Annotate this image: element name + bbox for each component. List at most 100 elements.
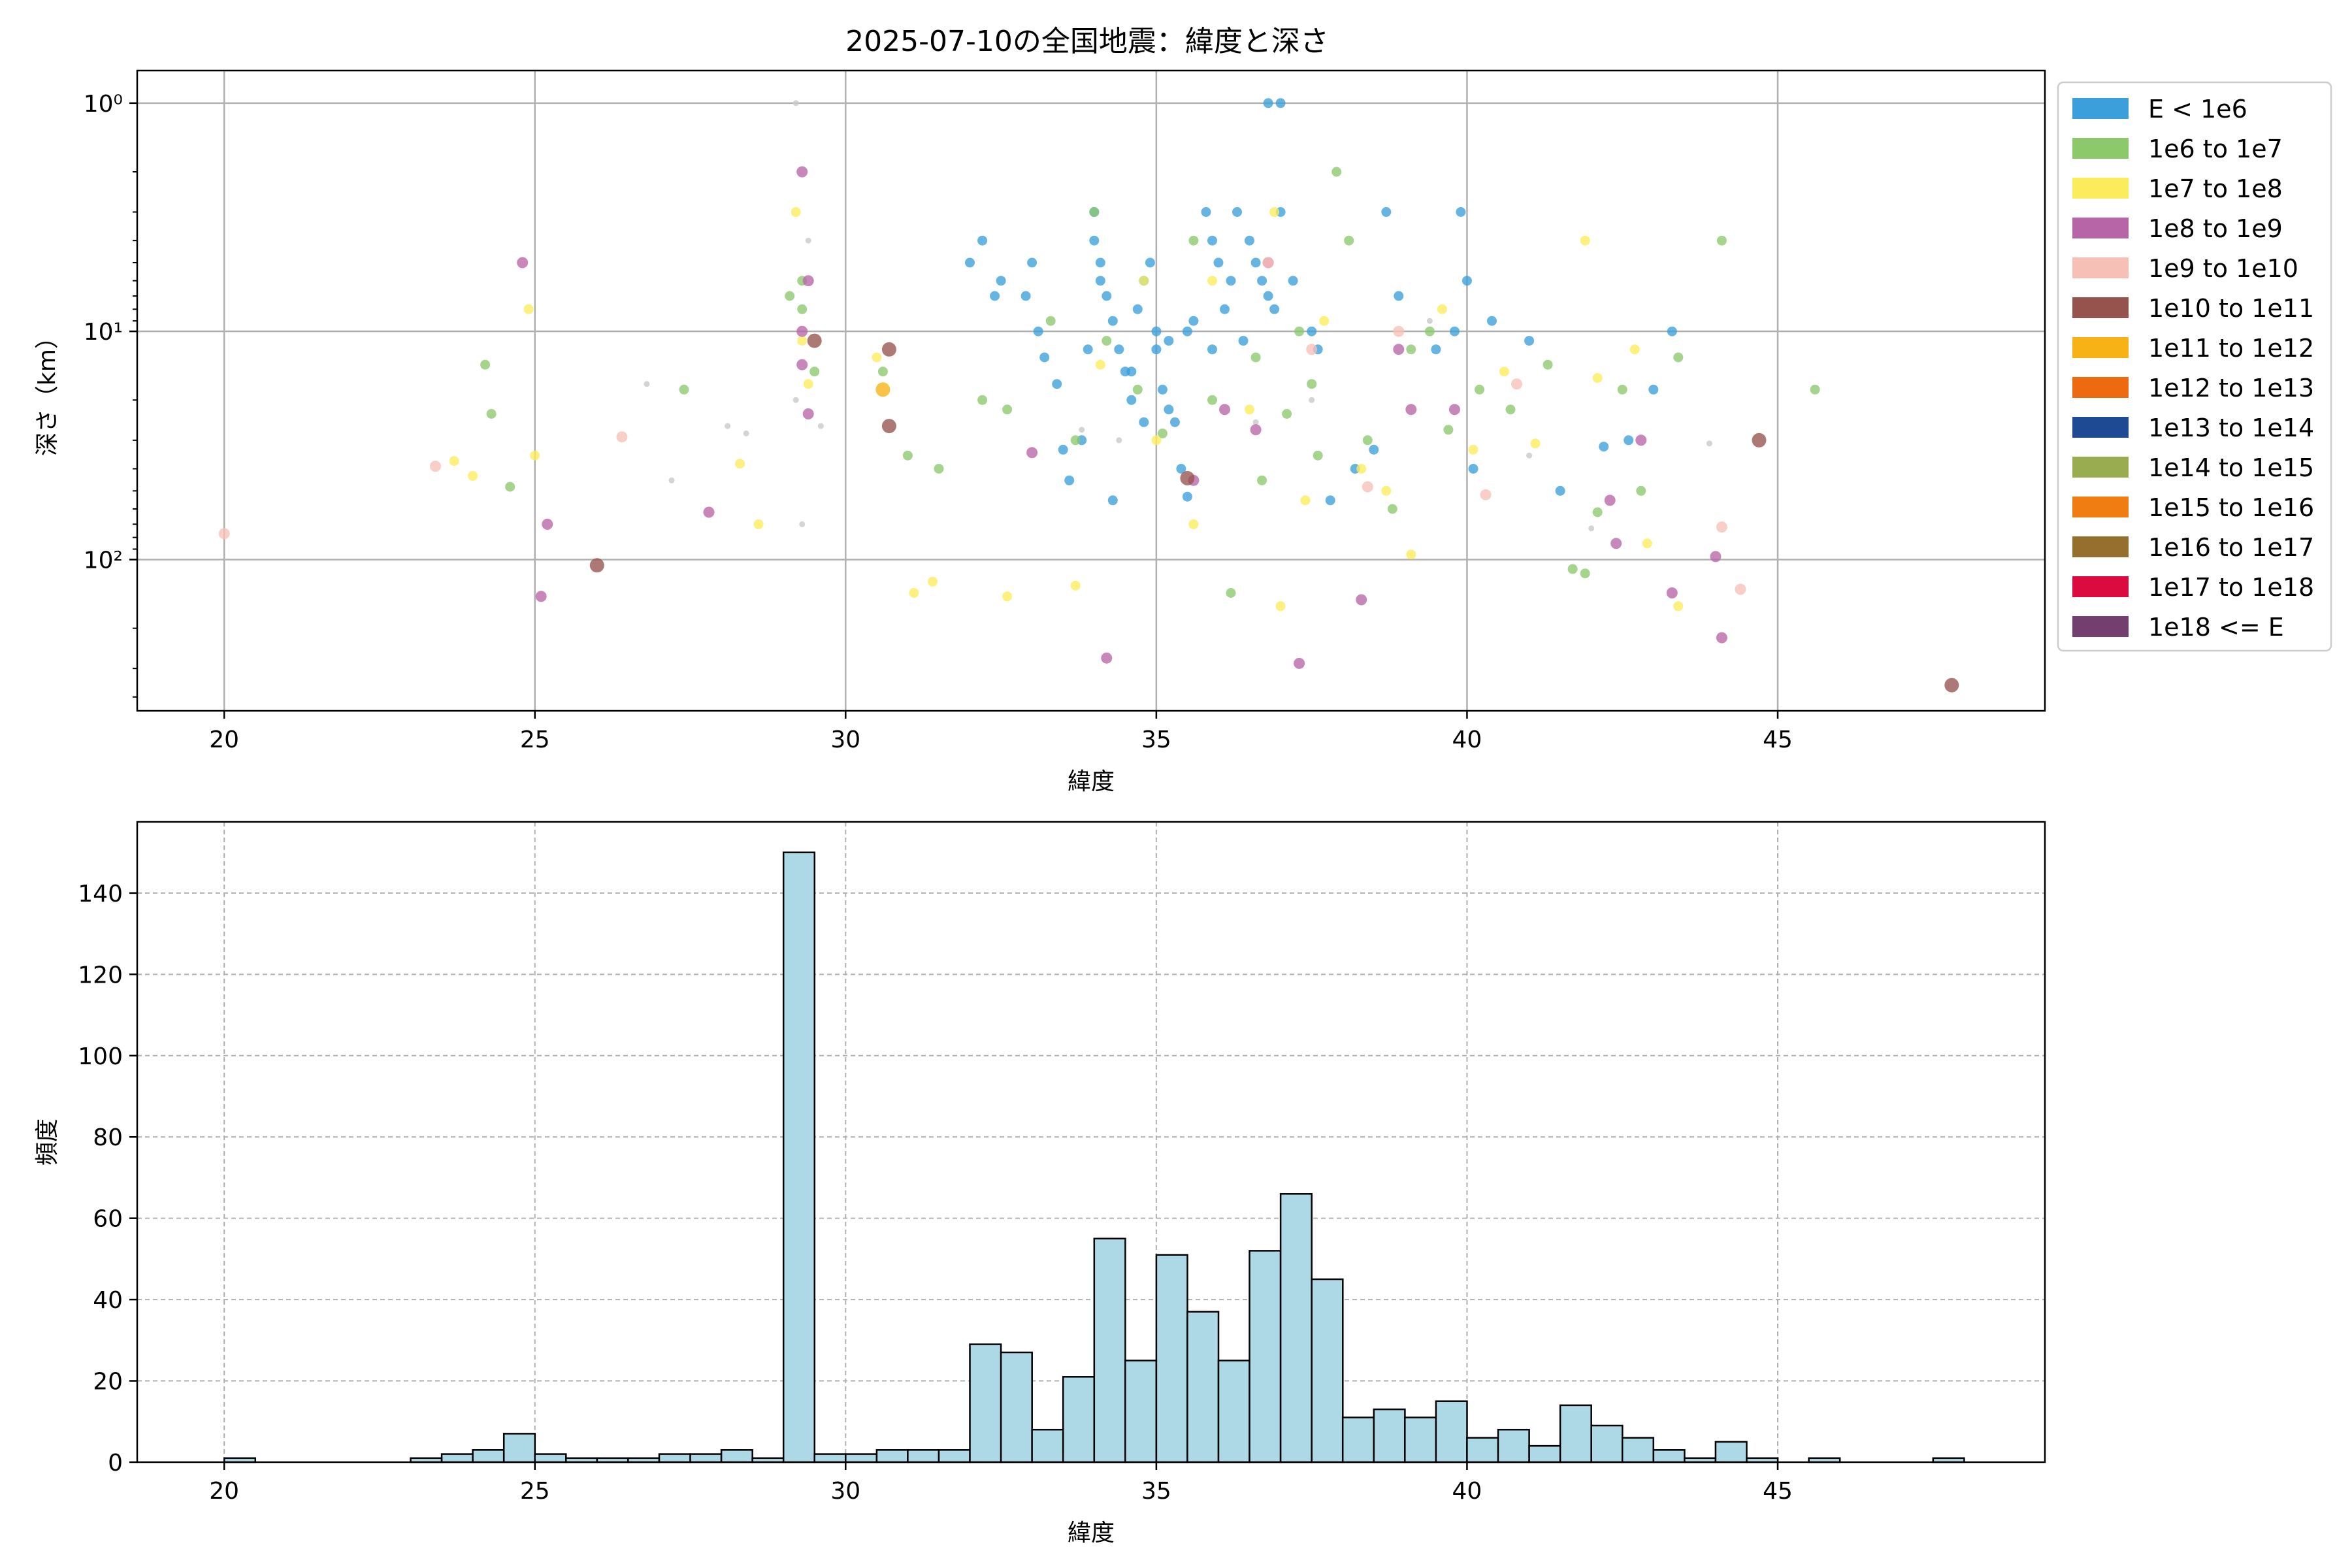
chart-title: 2025-07-10の全国地震：緯度と深さ <box>845 25 1329 58</box>
scatter-point <box>1406 549 1416 560</box>
scatter-point <box>796 166 808 178</box>
histogram-bar <box>1714 1441 1748 1463</box>
legend-label: 1e11 to 1e12 <box>2148 334 2314 363</box>
scatter-point <box>805 237 811 244</box>
scatter-point <box>1102 336 1112 346</box>
scatter-point <box>1487 316 1497 326</box>
scatter-point <box>791 207 801 217</box>
scatter-point <box>1107 495 1118 506</box>
scatter-x-label: 緯度 <box>1068 768 1115 795</box>
scatter-point <box>792 100 799 106</box>
scatter-point <box>1431 344 1441 355</box>
scatter-grid <box>137 71 2045 711</box>
scatter-point <box>1207 276 1217 286</box>
scatter-point <box>1735 583 1746 595</box>
scatter-point <box>523 304 534 314</box>
scatter-point <box>1617 384 1627 395</box>
scatter-y-tick-label: 10¹ <box>84 319 123 346</box>
scatter-point <box>875 382 890 397</box>
scatter-point <box>881 419 896 434</box>
histogram-bar <box>1466 1437 1499 1463</box>
scatter-point <box>1245 404 1254 415</box>
scatter-point <box>1107 316 1118 326</box>
legend-swatch <box>2072 377 2129 398</box>
histogram-x-tick-label: 45 <box>1763 1478 1793 1505</box>
scatter-point <box>909 588 919 598</box>
scatter-point <box>1269 304 1280 314</box>
scatter-point <box>803 379 813 389</box>
legend: E < 1e6 1e6 to 1e7 1e7 to 1e8 1e8 to 1e9 1e9… <box>2057 81 2332 652</box>
scatter-point <box>1706 440 1712 447</box>
scatter-point <box>881 342 896 357</box>
scatter-point <box>1201 207 1211 217</box>
scatter-point <box>1667 326 1677 336</box>
scatter-point <box>928 576 938 587</box>
legend-label: 1e13 to 1e14 <box>2148 414 2314 442</box>
histogram-y-label: 頻度 <box>34 1119 61 1166</box>
histogram-bar <box>1249 1250 1282 1463</box>
scatter-point <box>1052 379 1062 389</box>
scatter-point <box>1180 470 1195 485</box>
histogram-bar <box>1279 1193 1313 1463</box>
scatter-point <box>1381 485 1392 496</box>
histogram-bar <box>1373 1408 1406 1463</box>
scatter-point <box>1262 257 1274 269</box>
histogram-bar <box>813 1453 847 1463</box>
scatter-point <box>1362 481 1373 493</box>
scatter-point <box>1294 326 1305 336</box>
histogram-grid <box>137 822 2045 1463</box>
scatter-point <box>1263 291 1273 301</box>
histogram-bar <box>1404 1416 1437 1463</box>
histogram-x-tick-label: 25 <box>520 1478 550 1505</box>
scatter-point <box>1462 276 1472 286</box>
histogram-bar <box>969 1343 1002 1463</box>
scatter-point <box>1226 276 1236 286</box>
scatter-point <box>703 506 715 518</box>
scatter-point <box>1139 417 1149 427</box>
histogram-x-label: 緯度 <box>1068 1520 1115 1546</box>
scatter-point <box>785 291 795 301</box>
scatter-point <box>1716 235 1727 246</box>
histogram-y-tick-label: 20 <box>93 1369 123 1396</box>
scatter-point <box>1356 594 1367 606</box>
legend-label: 1e18 <= E <box>2148 613 2284 642</box>
scatter-point <box>1101 652 1113 664</box>
legend-label: 1e6 to 1e7 <box>2148 135 2283 163</box>
scatter-point <box>1207 235 1217 246</box>
histogram-y-tick-label: 140 <box>78 881 123 907</box>
legend-swatch <box>2072 178 2129 199</box>
scatter-point <box>486 409 497 419</box>
histogram-bar <box>1497 1428 1530 1463</box>
histogram-bar <box>534 1453 567 1463</box>
scatter-point <box>1387 504 1397 514</box>
histogram-bar <box>938 1449 971 1463</box>
histogram-bar <box>658 1453 691 1463</box>
scatter-point <box>1151 344 1162 355</box>
scatter-y-tick-label: 10² <box>84 547 123 574</box>
scatter-point <box>1116 437 1122 444</box>
scatter-point <box>1157 428 1168 438</box>
scatter-point <box>1095 276 1105 286</box>
scatter-point <box>1381 207 1392 217</box>
scatter-point <box>817 423 824 429</box>
scatter-point <box>1226 588 1236 598</box>
scatter-point <box>218 528 230 540</box>
scatter-point <box>1058 444 1068 455</box>
histogram-bar <box>1590 1424 1624 1463</box>
scatter-y-tick-label: 10⁰ <box>84 91 123 118</box>
histogram-axes-frame <box>136 821 2046 1463</box>
scatter-point <box>1207 344 1217 355</box>
scatter-point <box>1592 373 1603 383</box>
scatter-point <box>1079 427 1085 433</box>
scatter-point <box>1309 397 1315 403</box>
scatter-point <box>1250 352 1261 363</box>
scatter-point <box>1238 336 1249 346</box>
scatter-point <box>797 304 808 314</box>
scatter-point <box>1257 276 1267 286</box>
legend-label: 1e14 to 1e15 <box>2148 453 2314 482</box>
histogram-bars <box>223 851 1965 1463</box>
scatter-point <box>1139 276 1149 286</box>
scatter-point <box>1275 98 1286 108</box>
scatter-point <box>1526 452 1533 459</box>
scatter-point <box>1604 495 1616 506</box>
